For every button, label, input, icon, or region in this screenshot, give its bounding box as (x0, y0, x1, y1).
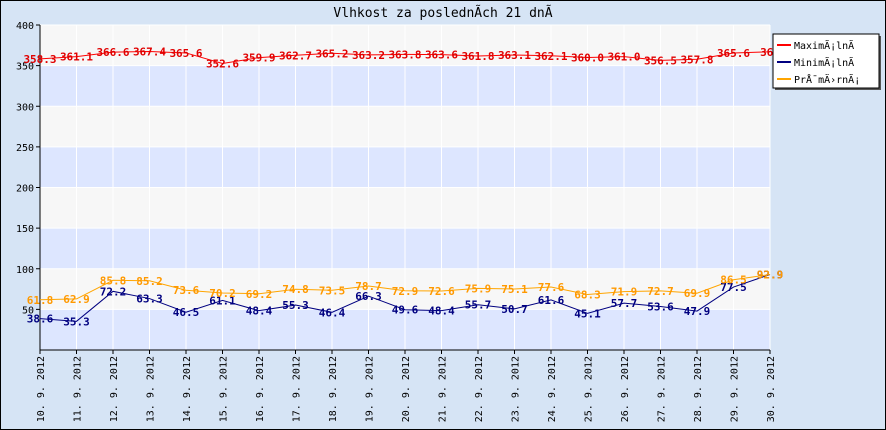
data-label: 361.8 (461, 50, 494, 63)
data-label: 63.3 (136, 293, 163, 306)
data-label: 73.6 (173, 284, 200, 297)
data-label: 69.9 (684, 287, 711, 300)
x-tick-label: 13. 9. 2012 (146, 356, 157, 422)
x-tick-label: 18. 9. 2012 (328, 356, 339, 422)
data-label: 46.4 (319, 306, 346, 319)
x-tick-label: 21. 9. 2012 (438, 356, 449, 422)
x-tick-label: 14. 9. 2012 (182, 356, 193, 422)
data-label: 363.6 (425, 49, 458, 62)
y-tick-label: 350 (16, 62, 34, 73)
data-label: 85.2 (136, 275, 163, 288)
data-label: 72.7 (647, 285, 674, 298)
x-tick-label: 23. 9. 2012 (511, 356, 522, 422)
data-label: 72.2 (100, 285, 127, 298)
series-line (39, 50, 771, 65)
y-tick-label: 250 (16, 143, 34, 154)
x-tick-label: 24. 9. 2012 (547, 356, 558, 422)
x-tick-label: 11. 9. 2012 (73, 356, 84, 422)
x-tick-label: 19. 9. 2012 (365, 356, 376, 422)
x-tick-label: 29. 9. 2012 (730, 356, 741, 422)
data-label: 362.1 (534, 50, 567, 63)
data-label: 55.7 (465, 299, 492, 312)
data-label: 57.7 (611, 297, 638, 310)
data-label: 358.3 (23, 53, 56, 66)
data-label: 92.9 (757, 269, 784, 282)
data-label: 365.6 (169, 47, 202, 60)
chart-title: Vlhkost za poslednÃ­ch 21 dnÃ­ (333, 5, 552, 21)
data-label: 71.9 (611, 286, 638, 299)
data-label: 77.6 (538, 281, 565, 294)
data-label: 61.8 (27, 294, 54, 307)
x-tick-label: 10. 9. 2012 (36, 356, 47, 422)
data-label: 73.5 (319, 284, 346, 297)
data-label: 70.2 (209, 287, 236, 300)
y-tick-label: 300 (16, 102, 34, 113)
data-label: 77.5 (720, 281, 747, 294)
data-label: 363.8 (388, 48, 421, 61)
y-tick-label: 150 (16, 224, 34, 235)
data-label: 365.6 (717, 47, 750, 60)
data-label: 363.2 (352, 49, 385, 62)
x-tick-label: 26. 9. 2012 (620, 356, 631, 422)
data-label: 74.8 (282, 283, 309, 296)
data-label: 361.0 (607, 51, 640, 64)
data-label: 61.6 (538, 294, 565, 307)
x-tick-label: 22. 9. 2012 (474, 356, 485, 422)
series-line (39, 274, 771, 322)
data-label: 78.7 (355, 280, 382, 293)
data-label: 55.3 (282, 299, 309, 312)
data-label: 86.5 (720, 274, 747, 287)
x-tick-label: 17. 9. 2012 (292, 356, 303, 422)
data-label: 48.4 (428, 305, 455, 318)
data-label: 361.1 (60, 51, 93, 64)
data-label: 53.6 (647, 300, 674, 313)
data-label: 75.1 (501, 283, 528, 296)
data-label: 367.4 (133, 45, 166, 58)
data-label: 360.0 (571, 52, 604, 65)
data-label: 357.8 (680, 53, 713, 66)
data-label: 362.7 (279, 49, 312, 62)
x-tick-label: 28. 9. 2012 (693, 356, 704, 422)
data-label: 365.2 (315, 47, 348, 60)
data-label: 359.9 (242, 52, 275, 65)
data-label: 69.2 (246, 288, 273, 301)
data-label: 45.1 (574, 307, 601, 320)
legend-label: MinimÃ¡lnÃ­ (794, 56, 854, 69)
data-label: 38.6 (27, 313, 54, 326)
data-label: 356.5 (644, 54, 677, 67)
data-label: 72.9 (392, 285, 419, 298)
data-label: 92.9 (757, 269, 784, 282)
x-tick-label: 16. 9. 2012 (255, 356, 266, 422)
legend-label: MaximÃ¡lnÃ­ (794, 39, 854, 52)
data-label: 352.6 (206, 58, 239, 71)
series-line (39, 274, 771, 301)
x-tick-label: 25. 9. 2012 (584, 356, 595, 422)
data-label: 35.3 (63, 315, 90, 328)
data-label: 50.7 (501, 303, 528, 316)
data-label: 68.3 (574, 289, 601, 302)
legend-label: PrÅ¯mÄ›rnÃ¡ (794, 73, 860, 86)
data-label: 49.6 (392, 304, 419, 317)
data-label: 46.5 (173, 306, 200, 319)
data-label: 75.9 (465, 282, 492, 295)
x-tick-label: 27. 9. 2012 (657, 356, 668, 422)
y-tick-label: 100 (16, 265, 34, 276)
x-tick-label: 30. 9. 2012 (766, 356, 777, 422)
data-label: 62.9 (63, 293, 90, 306)
data-label: 48.4 (246, 305, 273, 318)
data-label: 47.9 (684, 305, 711, 318)
x-tick-label: 15. 9. 2012 (219, 356, 230, 422)
y-tick-label: 200 (16, 184, 34, 195)
y-tick-label: 400 (16, 21, 34, 32)
data-label: 85.8 (100, 274, 127, 287)
data-label: 61.1 (209, 294, 236, 307)
data-label: 366.6 (96, 46, 129, 59)
y-tick-label: 50 (22, 305, 34, 316)
x-tick-label: 20. 9. 2012 (401, 356, 412, 422)
x-tick-label: 12. 9. 2012 (109, 356, 120, 422)
data-label: 363.1 (498, 49, 531, 62)
data-label: 72.6 (428, 285, 455, 298)
data-label: 66.3 (355, 290, 382, 303)
